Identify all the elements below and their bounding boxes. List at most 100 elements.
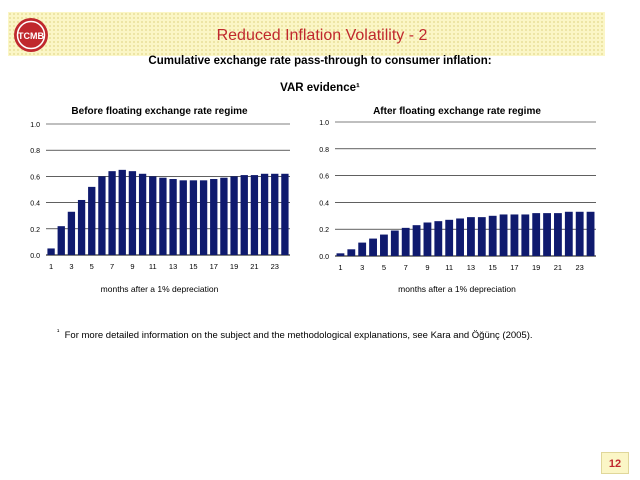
x-tick-label: 17 bbox=[510, 263, 518, 272]
header-band bbox=[8, 12, 605, 56]
bar bbox=[554, 213, 562, 256]
chart-title: Before floating exchange rate regime bbox=[71, 106, 248, 117]
x-tick-label: 5 bbox=[382, 263, 386, 272]
bar bbox=[67, 211, 76, 255]
y-tick-label: 0.0 bbox=[319, 254, 329, 261]
bar bbox=[434, 221, 443, 256]
bar bbox=[159, 177, 167, 255]
x-tick-label: 15 bbox=[489, 263, 497, 272]
chart-svg-before: 0.00.20.40.60.81.01 3 5 7 9 11 13 15 17 19 21 23 bbox=[30, 122, 290, 271]
bar bbox=[423, 222, 432, 256]
bar bbox=[543, 213, 551, 256]
bar bbox=[586, 211, 595, 256]
bar bbox=[401, 227, 410, 256]
chart-subtitle: Cumulative exchange rate pass-through to… bbox=[148, 55, 492, 67]
y-tick-label: 0.6 bbox=[30, 174, 40, 181]
page-title: Reduced Inflation Volatility - 2 bbox=[216, 27, 428, 44]
bar bbox=[456, 218, 464, 256]
x-tick-label: 13 bbox=[169, 262, 177, 271]
x-tick-label: 11 bbox=[149, 262, 157, 271]
x-tick-label: 23 bbox=[576, 263, 584, 272]
bar bbox=[98, 176, 106, 255]
bar bbox=[138, 173, 147, 255]
logo-letters: TCMB bbox=[18, 31, 44, 41]
x-tick-label: 23 bbox=[271, 262, 279, 271]
x-tick-label: 7 bbox=[404, 263, 408, 272]
y-tick-label: 0.8 bbox=[319, 147, 329, 154]
x-axis-label: months after a 1% depreciation bbox=[100, 284, 219, 294]
tcmb-logo: TCMB bbox=[14, 18, 48, 52]
x-tick-label: 19 bbox=[230, 262, 238, 271]
x-tick-label: 3 bbox=[69, 262, 73, 271]
chart-svg-after: 0.00.20.40.60.81.01 3 5 7 9 11 13 15 17 19 21 23 bbox=[319, 120, 596, 272]
y-tick-label: 0.8 bbox=[30, 148, 40, 155]
footnote-text: For more detailed information on the sub… bbox=[64, 330, 533, 342]
bar bbox=[250, 175, 259, 255]
x-tick-label: 21 bbox=[250, 262, 258, 271]
bar bbox=[149, 176, 157, 255]
bar bbox=[380, 234, 388, 256]
bar bbox=[347, 249, 356, 256]
chart-before-floating: Before floating exchange rate regime 0.0… bbox=[22, 100, 297, 300]
bar bbox=[169, 179, 177, 255]
y-tick-label: 1.0 bbox=[30, 122, 40, 129]
x-tick-label: 3 bbox=[360, 263, 364, 272]
bar bbox=[499, 214, 508, 256]
bar bbox=[240, 175, 248, 255]
chart-after-floating: After floating exchange rate regime 0.0 0… bbox=[311, 100, 603, 300]
bar bbox=[412, 225, 421, 256]
bar bbox=[575, 211, 584, 256]
x-tick-label: 9 bbox=[425, 263, 429, 272]
logo-circle bbox=[14, 18, 48, 52]
footnote: ¹ For more detailed information on the s… bbox=[57, 329, 533, 341]
bar bbox=[477, 217, 486, 256]
bar bbox=[47, 248, 55, 255]
bar bbox=[510, 214, 519, 256]
page-number: 12 bbox=[601, 452, 629, 474]
y-tick-label: 0.0 bbox=[30, 253, 40, 260]
bar bbox=[467, 217, 475, 256]
bar bbox=[488, 215, 497, 256]
chart-title: After floating exchange rate regime bbox=[373, 106, 541, 117]
bar bbox=[199, 180, 208, 255]
bar bbox=[128, 171, 137, 255]
bar bbox=[88, 186, 96, 255]
x-tick-label: 7 bbox=[110, 262, 114, 271]
bar bbox=[260, 173, 269, 255]
x-tick-label: 1 bbox=[338, 263, 342, 272]
x-tick-label: 15 bbox=[189, 262, 197, 271]
y-tick-label: 0.4 bbox=[319, 200, 329, 207]
bar bbox=[57, 226, 65, 255]
bar bbox=[358, 242, 367, 256]
bar bbox=[532, 213, 541, 256]
footnote-marker: ¹ bbox=[57, 329, 60, 336]
x-tick-label: 19 bbox=[532, 263, 540, 272]
x-tick-label: 21 bbox=[554, 263, 562, 272]
bar bbox=[210, 179, 218, 255]
x-axis-label: months after a 1% depreciation bbox=[398, 284, 516, 294]
y-tick-label: 0.2 bbox=[30, 227, 40, 234]
x-tick-label: 5 bbox=[90, 262, 94, 271]
bar bbox=[118, 169, 126, 255]
bar bbox=[445, 219, 454, 256]
bar bbox=[281, 173, 289, 255]
bar bbox=[108, 171, 116, 255]
y-tick-label: 0.2 bbox=[319, 227, 329, 234]
bar bbox=[336, 253, 345, 256]
bar bbox=[189, 180, 198, 255]
x-tick-label: 11 bbox=[445, 263, 453, 272]
bar bbox=[521, 214, 530, 256]
bar bbox=[220, 177, 228, 255]
y-tick-label: 1.0 bbox=[319, 120, 329, 127]
bar bbox=[230, 176, 238, 255]
x-tick-label: 9 bbox=[130, 262, 134, 271]
x-tick-label: 1 bbox=[49, 262, 53, 271]
x-tick-label: 13 bbox=[467, 263, 475, 272]
bar bbox=[564, 211, 573, 256]
bar bbox=[369, 238, 377, 256]
x-tick-label: 17 bbox=[210, 262, 218, 271]
bar bbox=[271, 173, 279, 255]
y-tick-label: 0.4 bbox=[30, 201, 40, 208]
chart-subtitle-evidence: VAR evidence¹ bbox=[280, 82, 360, 94]
bar bbox=[390, 230, 399, 256]
